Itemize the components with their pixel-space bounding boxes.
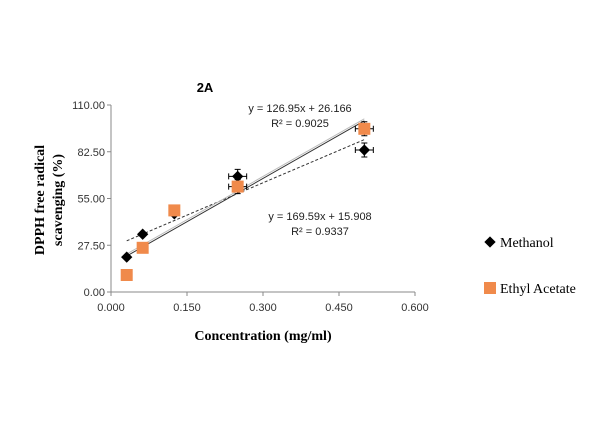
point-ethyl-acetate (136, 241, 149, 254)
eq-ethyl: y = 169.59x + 15.908 (268, 211, 371, 223)
legend-label-ethyl-acetate: Ethyl Acetate (500, 282, 576, 297)
trendline-1 (126, 120, 365, 257)
y-tick-label: 82.50 (77, 147, 105, 159)
point-ethyl-acetate (120, 269, 133, 281)
y-axis-label-line1: DPPH free radical (33, 145, 48, 255)
x-tick-label: 0.450 (325, 302, 353, 314)
point-methanol (137, 228, 149, 240)
chart-title: 2A (197, 80, 214, 95)
y-tick-label: 55.00 (77, 194, 105, 206)
r2-ethyl: R² = 0.9337 (291, 226, 349, 238)
point-methanol (358, 144, 370, 156)
eq-methanol: y = 126.95x + 26.166 (248, 103, 351, 115)
point-ethyl-acetate (358, 122, 371, 135)
x-tick-label: 0.150 (173, 302, 201, 314)
x-axis-label: Concentration (mg/ml) (194, 329, 332, 344)
point-ethyl-acetate (168, 204, 181, 217)
trendline-0 (126, 139, 365, 242)
y-tick-label: 110.00 (72, 100, 105, 112)
x-tick-label: 0.000 (97, 302, 125, 314)
legend-label-methanol: Methanol (500, 236, 554, 251)
y-tick-label: 0.00 (84, 287, 105, 299)
r2-methanol: R² = 0.9025 (271, 118, 329, 130)
y-axis-label-line2: scavenging (%) (51, 154, 66, 247)
legend: Methanol Ethyl Acetate (484, 236, 576, 297)
legend-marker-ethyl-acetate (484, 282, 496, 294)
x-tick-label: 0.300 (249, 302, 277, 314)
point-ethyl-acetate (231, 180, 244, 193)
point-methanol (121, 251, 133, 263)
y-tick-label: 27.50 (77, 240, 105, 252)
x-tick-label: 0.600 (401, 302, 429, 314)
legend-marker-methanol (484, 236, 496, 248)
